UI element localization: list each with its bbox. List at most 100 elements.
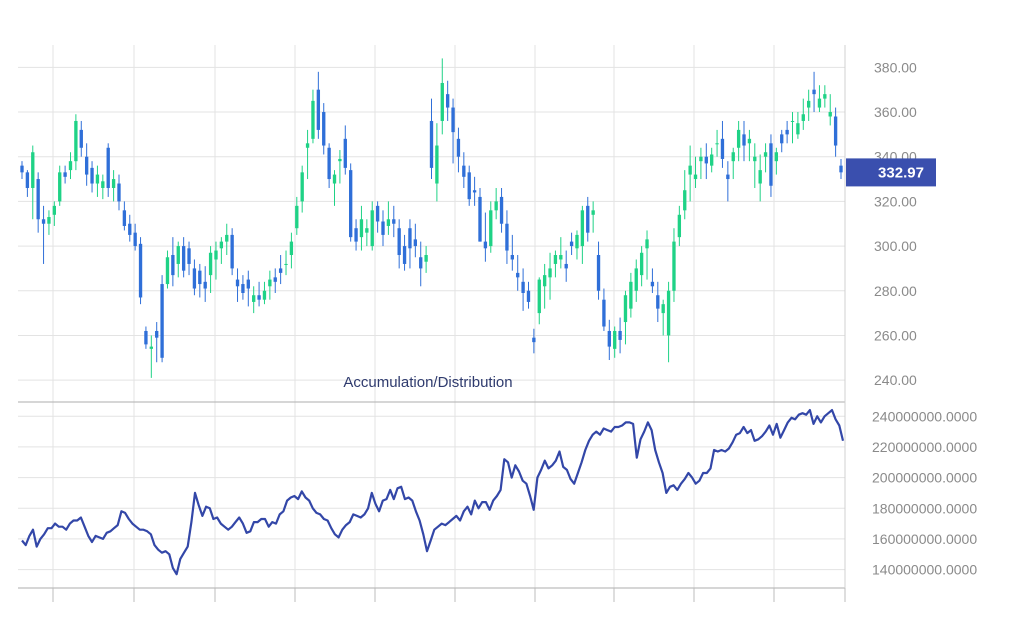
candle xyxy=(801,98,805,130)
candle-body xyxy=(456,138,461,157)
candle-body xyxy=(645,239,649,249)
candle xyxy=(322,103,326,155)
candle-body xyxy=(639,252,644,276)
candle-body xyxy=(144,330,148,345)
candle xyxy=(472,176,477,206)
candle xyxy=(516,255,520,291)
candle-body xyxy=(225,234,229,242)
candle-body xyxy=(68,161,73,171)
candle xyxy=(203,266,207,302)
candle-body xyxy=(688,165,692,175)
candle xyxy=(526,281,531,309)
candle-body xyxy=(84,156,89,175)
candle xyxy=(138,237,143,305)
candle-body xyxy=(564,263,568,269)
candle-body xyxy=(41,219,46,224)
candle xyxy=(747,129,752,162)
candle-body xyxy=(375,205,380,222)
candle-body xyxy=(429,120,434,168)
candle-body xyxy=(138,243,143,298)
current-price-tag[interactable]: 332.97 xyxy=(846,158,936,187)
candle-body xyxy=(656,295,660,309)
candle xyxy=(338,150,342,184)
candle xyxy=(704,143,708,180)
candle xyxy=(677,205,682,247)
candle xyxy=(198,263,202,298)
candle xyxy=(47,210,51,235)
candle-body xyxy=(780,134,784,144)
price-tick-label: 260.00 xyxy=(874,327,917,343)
candle xyxy=(559,237,563,269)
candle xyxy=(225,223,229,256)
candle xyxy=(392,205,396,238)
candle xyxy=(268,270,272,300)
candle-body xyxy=(402,246,407,264)
candle xyxy=(68,152,73,180)
candle xyxy=(419,241,423,287)
candle xyxy=(289,232,294,269)
candle-body xyxy=(666,290,671,336)
candle xyxy=(316,71,321,139)
candle-body xyxy=(424,255,428,262)
candle-body xyxy=(532,337,536,343)
candle-body xyxy=(758,170,762,184)
candle-body xyxy=(257,295,261,300)
candle-body xyxy=(548,268,552,278)
candle xyxy=(586,196,590,242)
candle xyxy=(639,246,644,287)
candle-body xyxy=(289,241,294,256)
candle-body xyxy=(607,330,611,347)
candle xyxy=(817,85,822,113)
candle xyxy=(381,210,385,247)
candle-body xyxy=(171,255,175,276)
candle xyxy=(645,230,649,280)
candle-body xyxy=(467,172,471,200)
current-price-label: 332.97 xyxy=(878,164,924,181)
candle xyxy=(230,228,234,276)
candle-body xyxy=(704,156,708,164)
candle-body xyxy=(386,219,391,226)
candle-body xyxy=(526,290,531,302)
candle xyxy=(257,281,261,307)
candle-body xyxy=(111,179,116,188)
candle xyxy=(74,114,78,171)
candle-body xyxy=(332,174,337,184)
candle-body xyxy=(278,268,283,273)
candle-body xyxy=(521,281,525,293)
candle-body xyxy=(122,210,127,226)
candle-body xyxy=(499,196,504,224)
candle xyxy=(79,120,83,157)
candle xyxy=(596,241,601,300)
candle xyxy=(63,165,67,184)
candle xyxy=(499,187,504,233)
candle-body xyxy=(580,210,585,247)
candle xyxy=(467,165,471,206)
candle-body xyxy=(672,241,676,291)
candle-body xyxy=(176,246,180,264)
candle xyxy=(111,170,116,202)
candle-body xyxy=(252,295,256,302)
candle-body xyxy=(774,152,779,162)
candle-body xyxy=(629,281,633,309)
candle-body xyxy=(36,179,40,220)
ad-line-series xyxy=(21,409,845,576)
ad-tick-label: 140000000.0000 xyxy=(872,562,977,578)
candle xyxy=(661,299,665,336)
candle xyxy=(149,335,153,378)
candle-body xyxy=(31,152,35,188)
candle xyxy=(650,268,655,293)
candle-body xyxy=(392,219,396,224)
candle-body xyxy=(90,167,94,184)
candle xyxy=(375,201,380,233)
price-tick-label: 360.00 xyxy=(874,104,917,120)
candle xyxy=(564,250,568,282)
candle-body xyxy=(742,134,746,146)
candle xyxy=(807,89,811,121)
candle-body xyxy=(839,165,843,173)
candle xyxy=(553,250,558,278)
candle-body xyxy=(181,246,186,271)
price-tick-label: 280.00 xyxy=(874,283,917,299)
candle xyxy=(295,196,299,235)
candle-body xyxy=(435,145,439,184)
candle-body xyxy=(155,330,159,338)
